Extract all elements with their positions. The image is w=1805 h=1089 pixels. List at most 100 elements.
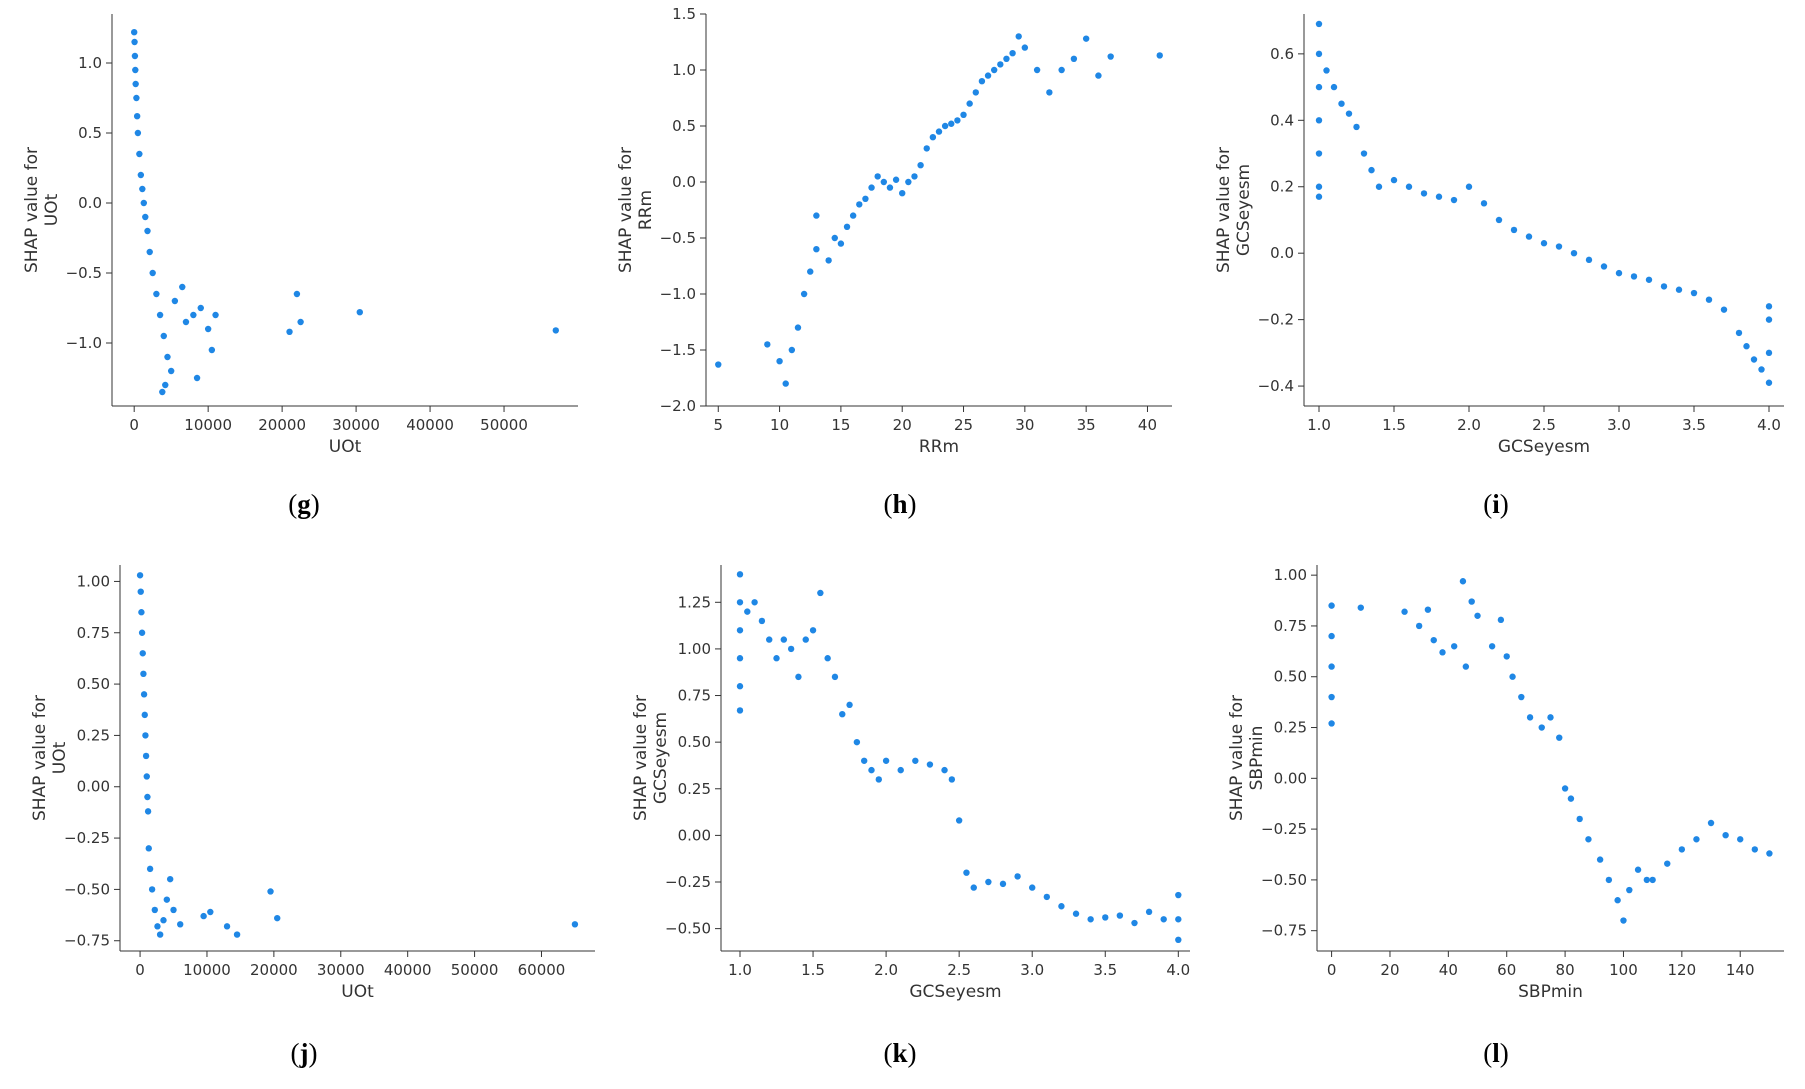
data-point — [1765, 349, 1773, 357]
data-point — [1678, 846, 1686, 853]
y-tick-label: −1.5 — [660, 341, 696, 359]
data-point — [813, 212, 820, 219]
data-point — [831, 673, 839, 681]
y-tick-label: −0.5 — [66, 264, 102, 282]
data-point — [782, 380, 789, 387]
data-point — [1360, 150, 1368, 157]
data-point — [1058, 903, 1065, 910]
data-point — [1547, 714, 1554, 721]
y-tick-label: 0.25 — [678, 780, 711, 798]
data-point — [1405, 183, 1413, 190]
data-point — [1585, 836, 1592, 843]
data-point — [1465, 183, 1473, 190]
data-point — [1693, 836, 1700, 843]
panel-k: 1.0 1.5 2.0 2.5 3.0 3.5 4.0 −0.50 −0.25 0.00 0.25 0… — [631, 565, 1190, 1068]
data-point — [1107, 53, 1114, 60]
data-point — [972, 89, 979, 96]
y-tick-label: 0.0 — [78, 194, 102, 212]
data-point — [807, 268, 814, 275]
data-point — [156, 931, 164, 938]
y-tick-label: −0.2 — [1258, 311, 1294, 329]
panel-g: 0 10000 20000 30000 40000 50000 −1.0 −0.5 0.0 0.5… — [22, 14, 578, 519]
data-point — [776, 358, 783, 365]
data-point — [1315, 83, 1323, 91]
data-point — [1338, 100, 1345, 107]
data-point — [839, 710, 846, 718]
data-point — [1525, 233, 1533, 240]
y-axis-label: SHAP value forGCSeyesm — [631, 695, 671, 821]
data-point — [917, 162, 924, 169]
data-point — [1509, 673, 1516, 680]
data-point — [142, 752, 150, 760]
data-point — [831, 234, 838, 242]
y-tick-label: −0.25 — [64, 829, 110, 847]
data-point — [787, 645, 795, 653]
data-point — [1614, 897, 1621, 904]
x-tick-label: 40 — [1439, 961, 1458, 979]
x-tick-label: 2.5 — [947, 961, 971, 979]
x-tick-label: 10000 — [183, 961, 231, 979]
y-tick-label: 0.75 — [678, 687, 711, 705]
data-point — [1439, 649, 1446, 656]
x-tick-label: 40 — [1138, 416, 1157, 434]
data-point — [1495, 216, 1503, 224]
data-point — [159, 388, 166, 396]
data-point — [886, 184, 894, 191]
y-tick-label: 0.4 — [1270, 111, 1294, 129]
y-axis-label-line: SHAP value for — [1214, 147, 1234, 273]
data-point — [1029, 884, 1036, 891]
data-point — [1175, 891, 1182, 899]
data-point — [267, 888, 274, 895]
data-point — [144, 808, 152, 815]
data-point — [163, 896, 171, 903]
data-point — [144, 227, 151, 235]
data-point — [1555, 243, 1563, 250]
x-tick-label: 120 — [1668, 961, 1697, 979]
data-point — [297, 318, 304, 326]
data-point — [1160, 916, 1167, 923]
data-point — [853, 738, 861, 746]
data-point — [970, 884, 977, 891]
x-tick-label: 0 — [129, 416, 139, 434]
y-axis-label: SHAP value forSBPmin — [1227, 695, 1267, 821]
x-tick-label: 0 — [1327, 961, 1337, 979]
data-point — [911, 173, 918, 180]
x-tick-label: 30000 — [317, 961, 365, 979]
data-point — [824, 655, 831, 662]
x-axis-label: UOt — [329, 437, 362, 457]
data-point — [1087, 916, 1094, 923]
data-point — [1328, 720, 1335, 727]
x-tick-label: 4.0 — [1166, 961, 1190, 979]
data-point — [141, 711, 148, 719]
data-point — [1765, 379, 1773, 386]
y-tick-label: 0.75 — [1274, 617, 1307, 635]
data-point — [1758, 366, 1765, 373]
y-axis-label-line: SHAP value for — [631, 695, 651, 821]
panel-label: (j) — [291, 1038, 318, 1068]
x-tick-label: 3.0 — [1607, 416, 1631, 434]
data-point — [207, 908, 214, 916]
y-tick-label: 1.0 — [672, 61, 696, 79]
data-point — [1605, 876, 1613, 884]
data-point — [1315, 50, 1323, 58]
data-point — [751, 599, 758, 606]
y-tick-label: −0.50 — [665, 920, 711, 938]
data-point — [966, 100, 973, 107]
data-point — [1634, 866, 1642, 873]
x-tick-label: 10000 — [184, 416, 232, 434]
x-tick-label: 5 — [713, 416, 723, 434]
data-point — [139, 650, 146, 657]
data-point — [1468, 598, 1475, 605]
y-axis-label: SHAP value forUOt — [22, 147, 62, 273]
data-point — [1462, 663, 1470, 670]
data-point — [1488, 643, 1496, 650]
data-point — [136, 150, 143, 158]
data-point — [1033, 66, 1041, 74]
data-point — [990, 66, 998, 74]
data-point — [736, 571, 744, 578]
data-point — [948, 776, 956, 783]
data-point — [868, 766, 875, 774]
data-point — [142, 213, 149, 221]
data-point — [1570, 249, 1578, 257]
